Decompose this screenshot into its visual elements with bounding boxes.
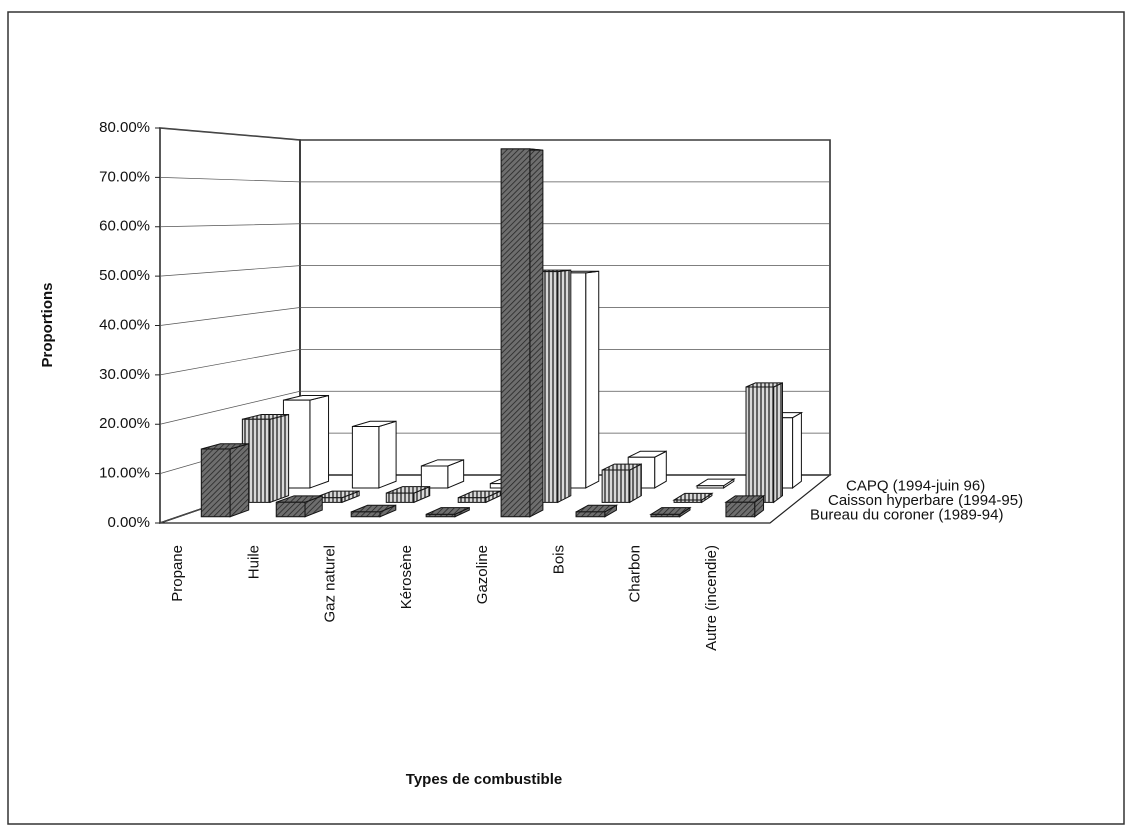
bar	[385, 485, 431, 504]
bar	[724, 494, 766, 518]
y-tick-label: 20.00%	[99, 415, 150, 432]
y-tick-label: 30.00%	[99, 366, 150, 383]
bar-front-texture	[674, 500, 702, 503]
grid-line	[159, 390, 830, 425]
bar-side-texture	[604, 505, 617, 517]
bar-side	[378, 420, 397, 489]
bar-side-texture	[485, 491, 501, 503]
bar-front-texture	[725, 502, 755, 517]
grid-line	[159, 349, 830, 376]
bar	[500, 148, 544, 518]
x-tick-label: Kérosène	[398, 545, 415, 609]
bar-front-texture	[351, 511, 380, 517]
bar	[695, 478, 736, 489]
bar	[351, 420, 397, 489]
y-tick-label: 80.00%	[99, 119, 150, 136]
y-tick-label: 70.00%	[99, 168, 150, 185]
bar-top-texture	[746, 382, 783, 387]
bar-top-texture	[650, 507, 690, 515]
legend-label: Caisson hyperbare (1994-95)	[828, 492, 1023, 509]
bar-front-texture	[386, 493, 414, 503]
bar-side-texture	[529, 148, 543, 517]
bar-top-texture	[725, 495, 764, 503]
x-tick-label: Bois	[550, 545, 567, 574]
bar-front-texture	[650, 514, 680, 517]
y-tick-label: 40.00%	[99, 316, 150, 333]
bar-side-texture	[557, 270, 571, 503]
bar-side-texture	[629, 464, 642, 503]
bar	[241, 413, 290, 504]
grid-line	[159, 127, 830, 141]
bar-side-texture	[773, 382, 783, 503]
bar-side-texture	[230, 443, 249, 517]
y-tick-label: 0.00%	[107, 514, 150, 531]
bar-top-texture	[242, 414, 289, 420]
bar	[649, 506, 692, 518]
bar-front-texture	[242, 419, 270, 503]
bar	[457, 490, 501, 504]
x-tick-label: Gaz naturel	[322, 545, 339, 623]
bar-top-texture	[576, 505, 617, 512]
grid-line	[159, 307, 830, 326]
bar-side	[309, 394, 330, 489]
x-tick-label: Autre (incendie)	[703, 545, 720, 651]
bar-front-texture	[576, 511, 605, 517]
bar	[200, 443, 250, 518]
y-tick-label: 10.00%	[99, 465, 150, 482]
bar-front-texture	[458, 497, 486, 503]
bar-top-texture	[351, 505, 396, 512]
bar	[672, 492, 714, 504]
bar-front	[696, 485, 725, 489]
bar	[282, 394, 330, 489]
bar-top-texture	[201, 443, 249, 449]
bar-front	[351, 426, 380, 489]
bar-top-texture	[602, 464, 642, 471]
bar	[275, 495, 323, 518]
bar-top-texture	[426, 507, 470, 515]
x-tick-label: Propane	[169, 545, 186, 602]
bar-side-texture	[379, 505, 396, 517]
legend-label: Bureau du coroner (1989-94)	[810, 506, 1003, 523]
bar	[601, 463, 642, 504]
bar	[425, 506, 470, 518]
bar-front	[420, 465, 449, 489]
x-axis-title: Types de combustible	[406, 771, 562, 788]
y-tick-label: 50.00%	[99, 267, 150, 284]
bar	[575, 504, 619, 518]
bar-front-texture	[201, 449, 231, 517]
bar-side-texture	[269, 414, 289, 503]
x-tick-label: Huile	[245, 545, 262, 579]
bar-front-texture	[276, 502, 306, 517]
bar-side-texture	[679, 507, 690, 517]
x-tick-label: Gazoline	[474, 545, 491, 604]
bar	[350, 504, 397, 518]
y-tick-label: 60.00%	[99, 218, 150, 235]
bar-side-texture	[413, 486, 430, 503]
x-tick-label: Charbon	[627, 545, 644, 603]
bar-side	[792, 411, 802, 489]
legend-label: CAPQ (1994-juin 96)	[846, 478, 985, 495]
grid-line	[159, 177, 830, 183]
bar-front-texture	[501, 148, 530, 517]
bar-side-texture	[341, 491, 360, 503]
bar-top-texture	[674, 493, 712, 501]
y-axis-title: Proportions	[39, 283, 56, 368]
bar-top-texture	[276, 495, 323, 503]
bar	[420, 459, 465, 489]
bar-front-texture	[426, 514, 455, 517]
grid-line	[159, 223, 830, 228]
bar-front-texture	[746, 386, 774, 503]
frame	[7, 11, 1125, 825]
bar-side-texture	[454, 507, 470, 517]
bar-front-texture	[602, 470, 630, 503]
bar-top-texture	[458, 491, 501, 498]
grid-line	[159, 265, 830, 277]
bar-top-texture	[314, 491, 360, 498]
bar-side	[585, 270, 600, 489]
bar-top-texture	[386, 486, 430, 494]
bar	[745, 382, 783, 504]
